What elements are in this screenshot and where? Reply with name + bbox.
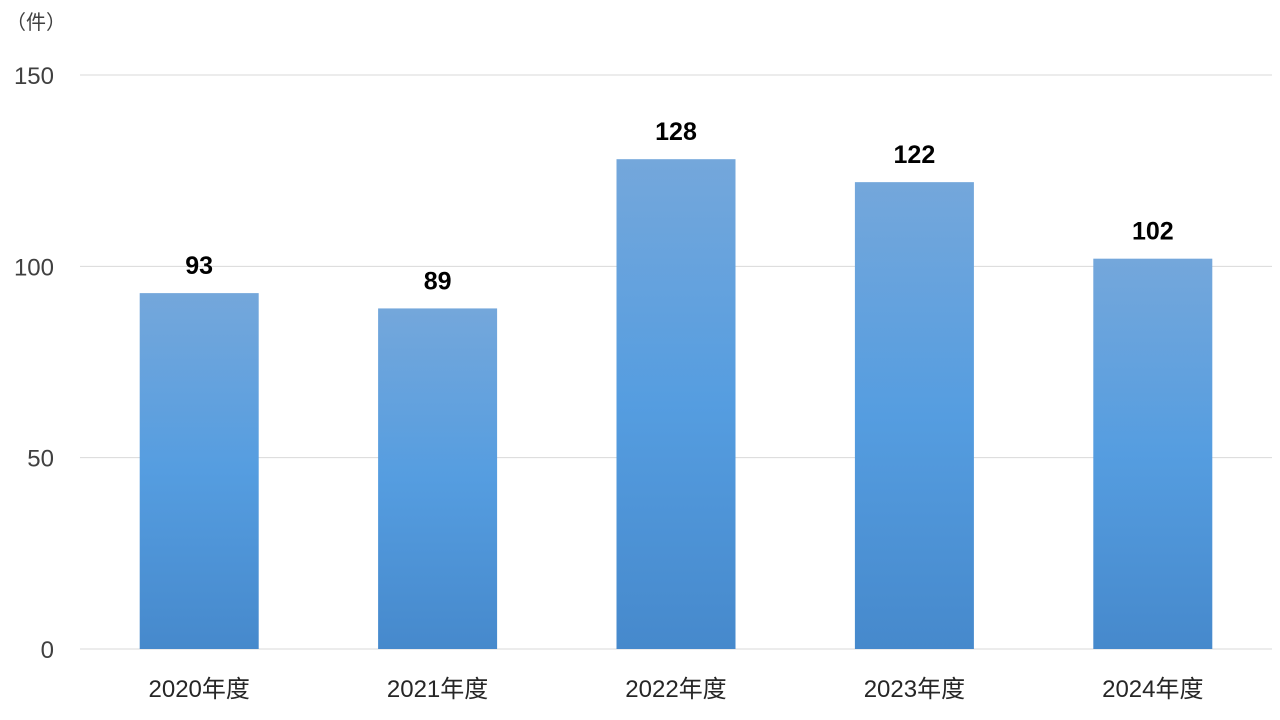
data-label: 128 bbox=[655, 118, 697, 146]
x-tick-label: 2023年度 bbox=[864, 676, 965, 703]
y-tick-label: 0 bbox=[41, 637, 54, 664]
data-label: 122 bbox=[894, 141, 936, 169]
y-tick-label: 150 bbox=[14, 63, 54, 90]
data-label: 89 bbox=[424, 267, 452, 295]
bar bbox=[139, 293, 259, 649]
bar bbox=[854, 182, 974, 649]
x-axis-ticks: 2020年度 2021年度 2022年度 2023年度 2024年度 bbox=[149, 676, 1204, 703]
y-tick-label: 50 bbox=[27, 446, 54, 473]
bar bbox=[1093, 258, 1213, 649]
x-tick-label: 2020年度 bbox=[149, 676, 250, 703]
data-label: 93 bbox=[185, 252, 213, 280]
y-tick-label: 100 bbox=[14, 254, 54, 281]
x-tick-label: 2024年度 bbox=[1102, 676, 1203, 703]
x-tick-label: 2021年度 bbox=[387, 676, 488, 703]
y-unit-label: （件） bbox=[6, 11, 66, 34]
y-axis-ticks: 0 50 100 150 bbox=[14, 63, 54, 664]
x-tick-label: 2022年度 bbox=[625, 676, 726, 703]
bar bbox=[378, 308, 498, 649]
data-labels: 93 89 128 122 102 bbox=[185, 118, 1173, 295]
bar bbox=[616, 159, 736, 650]
bars bbox=[139, 159, 1213, 650]
data-label: 102 bbox=[1132, 218, 1174, 246]
